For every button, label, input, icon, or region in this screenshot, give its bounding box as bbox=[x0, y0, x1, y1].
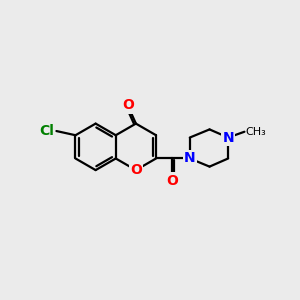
Text: Cl: Cl bbox=[39, 124, 54, 138]
Text: O: O bbox=[122, 98, 134, 112]
Text: O: O bbox=[167, 174, 178, 188]
Text: O: O bbox=[130, 163, 142, 177]
Text: N: N bbox=[184, 152, 196, 166]
Text: N: N bbox=[222, 130, 234, 145]
Text: CH₃: CH₃ bbox=[246, 127, 266, 137]
